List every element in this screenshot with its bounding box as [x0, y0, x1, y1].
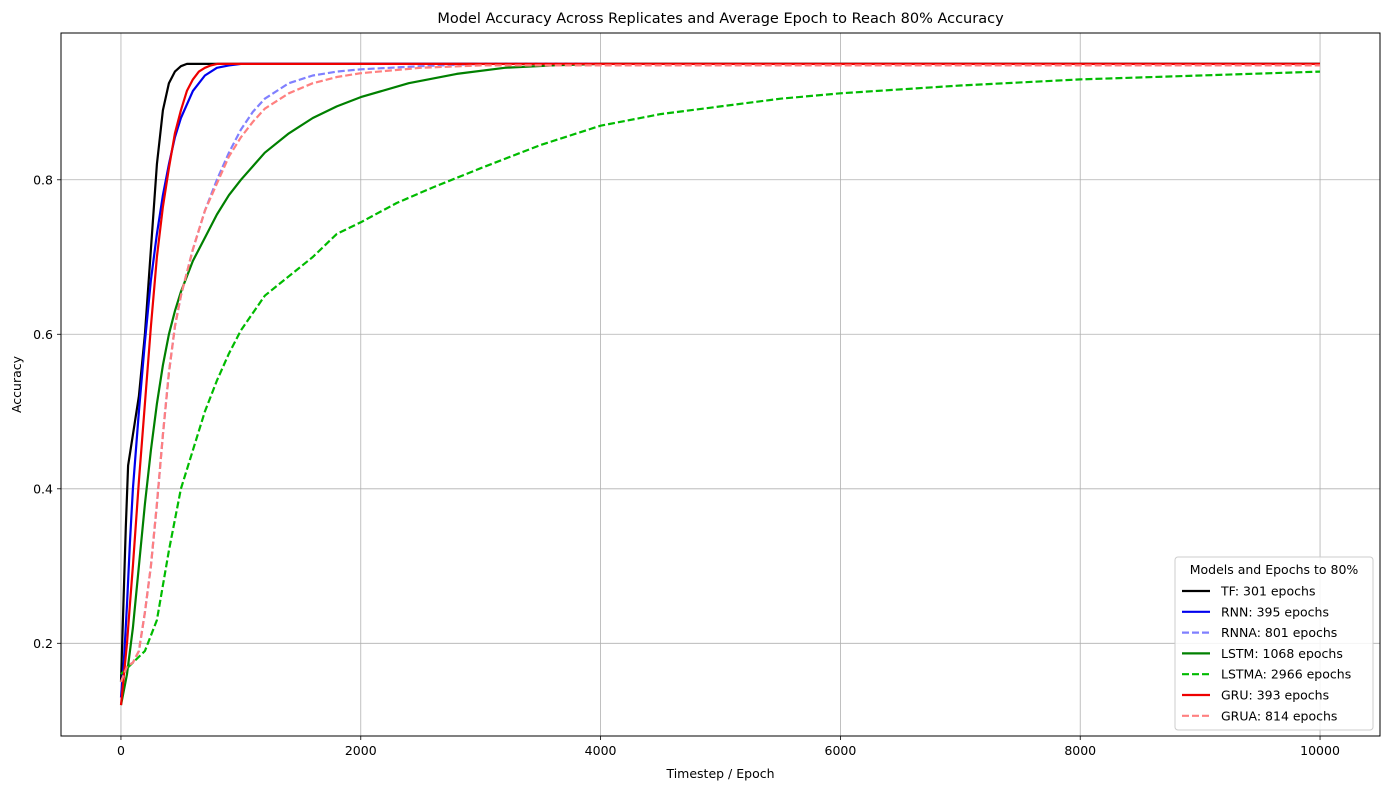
- legend-box: [1174, 556, 1374, 731]
- legend-items: TF: 301 epochs RNN: 395 epochs RNNA: 801 e…: [1182, 584, 1351, 723]
- legend-label-4: LSTMA: 2966 epochs: [1221, 667, 1351, 682]
- x-axis-label: Timestep / Epoch: [665, 766, 774, 781]
- x-tick-label: 8000: [1064, 743, 1096, 758]
- x-tick-label: 10000: [1300, 743, 1340, 758]
- x-tick-label: 4000: [585, 743, 617, 758]
- legend-label-6: GRUA: 814 epochs: [1221, 708, 1337, 723]
- chart-title: Model Accuracy Across Replicates and Ave…: [437, 11, 1004, 27]
- grid: [61, 33, 1380, 736]
- x-tick-label: 6000: [825, 743, 857, 758]
- plot-area: [119, 62, 1321, 706]
- legend: Models and Epochs to 80% TF: 301 epochs R…: [1174, 556, 1374, 731]
- series-line-0: [119, 62, 1320, 682]
- legend-title: Models and Epochs to 80%: [1190, 562, 1359, 577]
- legend-label-5: GRU: 393 epochs: [1221, 688, 1329, 703]
- y-tick-label: 0.2: [33, 636, 53, 651]
- y-axis-label: Accuracy: [9, 355, 24, 413]
- series-line-6: [119, 64, 1320, 683]
- x-tick-label: 0: [117, 743, 125, 758]
- legend-label-3: LSTM: 1068 epochs: [1221, 646, 1343, 661]
- legend-label-2: RNNA: 801 epochs: [1221, 625, 1337, 640]
- axes-frame: [60, 32, 1381, 737]
- y-tick-label: 0.8: [33, 172, 53, 187]
- y-axis: 0.2 0.4 0.6 0.8: [33, 172, 61, 651]
- legend-label-1: RNN: 395 epochs: [1221, 604, 1329, 619]
- legend-label-0: TF: 301 epochs: [1220, 584, 1315, 599]
- series-line-4: [120, 70, 1321, 675]
- series-line-3: [119, 62, 1320, 706]
- y-tick-label: 0.4: [33, 481, 53, 496]
- series-line-5: [119, 62, 1320, 706]
- x-axis: 0 2000 4000 6000 8000 10000: [117, 736, 1340, 758]
- y-tick-label: 0.6: [33, 327, 53, 342]
- x-tick-label: 2000: [345, 743, 377, 758]
- series-line-1: [119, 62, 1320, 698]
